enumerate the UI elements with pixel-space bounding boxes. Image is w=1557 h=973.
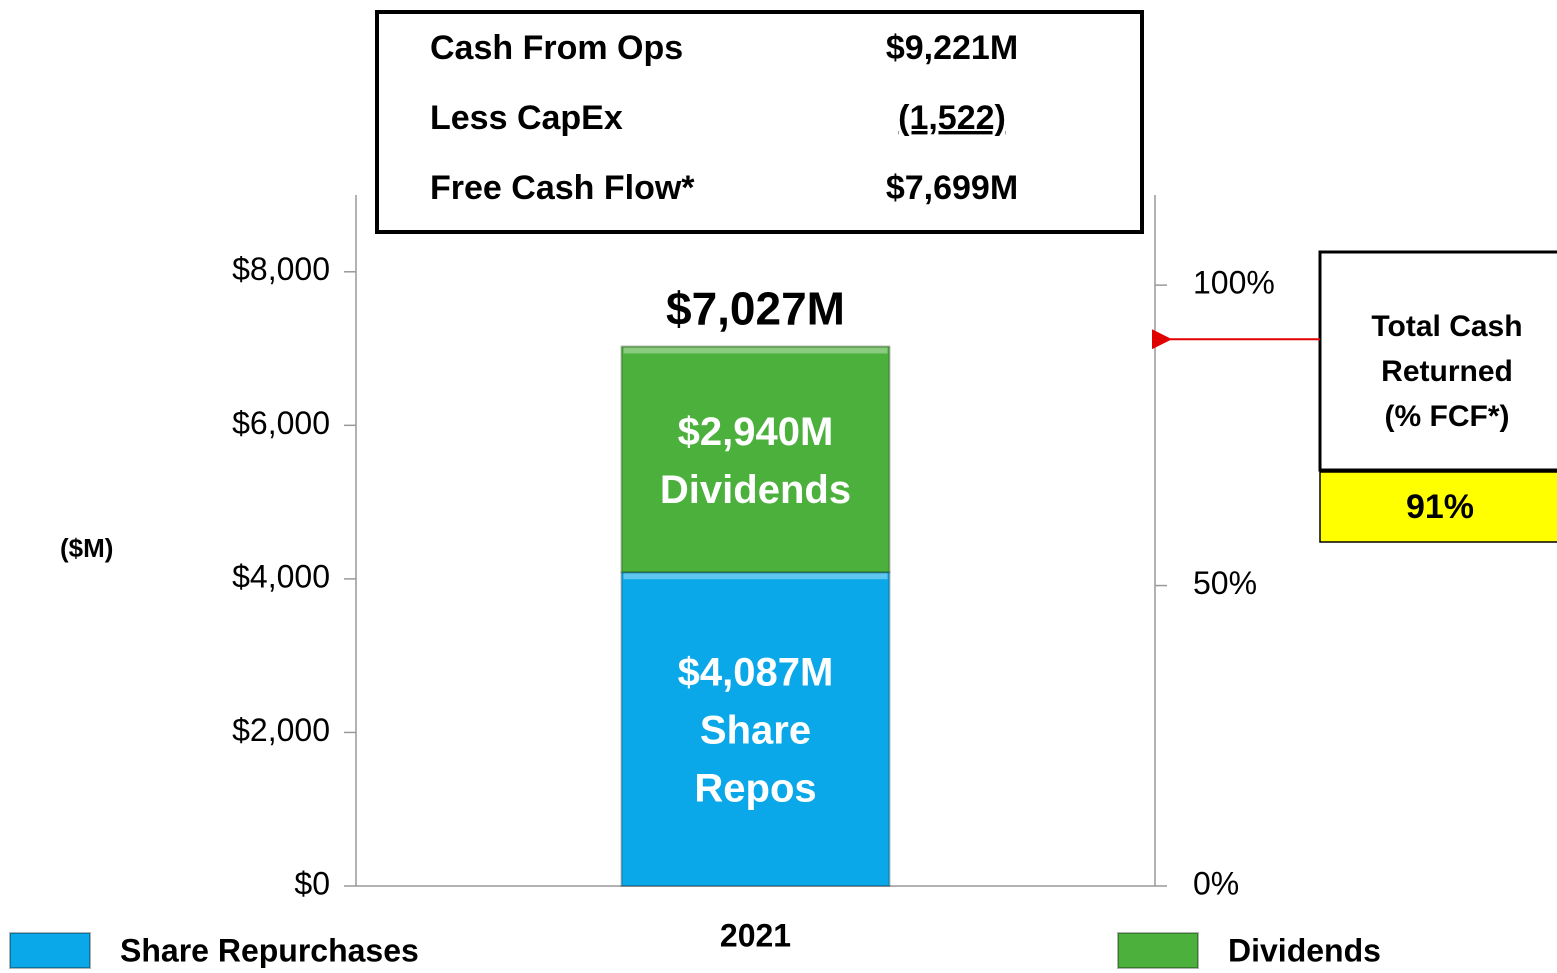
bar-segment <box>620 345 891 574</box>
summary-label: Less CapEx <box>430 99 623 137</box>
segment-text: Share <box>700 709 811 753</box>
legend-label: Share Repurchases <box>120 932 419 968</box>
callout-text: Total Cash <box>1371 310 1522 343</box>
y-tick-label: $8,000 <box>232 251 330 287</box>
callout-box <box>1318 250 1557 472</box>
legend-label: Dividends <box>1228 932 1381 968</box>
y-tick-label: $4,000 <box>232 558 330 594</box>
y2-tick-label: 50% <box>1193 565 1257 601</box>
summary-label: Free Cash Flow* <box>430 169 695 207</box>
y2-tick-label: 100% <box>1193 265 1275 301</box>
callout-text: (% FCF*) <box>1385 400 1510 433</box>
y-tick-label: $2,000 <box>232 712 330 748</box>
y2-tick-label: 0% <box>1193 865 1239 901</box>
callout-value-box <box>1319 471 1557 543</box>
summary-label: Cash From Ops <box>430 29 683 67</box>
y-tick-label: $6,000 <box>232 405 330 441</box>
legend-swatch <box>9 932 91 969</box>
y-axis-label: ($M) <box>60 533 113 563</box>
segment-text: Repos <box>694 767 816 811</box>
bar-highlight <box>623 573 888 580</box>
bar-segment <box>620 571 891 887</box>
summary-box <box>375 10 1144 234</box>
data-label: $2,940M <box>678 410 834 454</box>
callout-text: Returned <box>1381 355 1513 388</box>
y-tick-label: $0 <box>294 865 330 901</box>
legend-swatch <box>1117 932 1199 969</box>
summary-value: (1,522) <box>898 99 1006 137</box>
segment-text: Dividends <box>660 468 851 512</box>
summary-value: $7,699M <box>886 169 1018 207</box>
total-label: $7,027M <box>666 283 845 335</box>
summary-value: $9,221M <box>886 29 1018 67</box>
callout-value: 91% <box>1406 488 1474 526</box>
x-tick-label: 2021 <box>720 917 791 953</box>
data-label: $4,087M <box>678 651 834 695</box>
bar-highlight <box>623 347 888 354</box>
